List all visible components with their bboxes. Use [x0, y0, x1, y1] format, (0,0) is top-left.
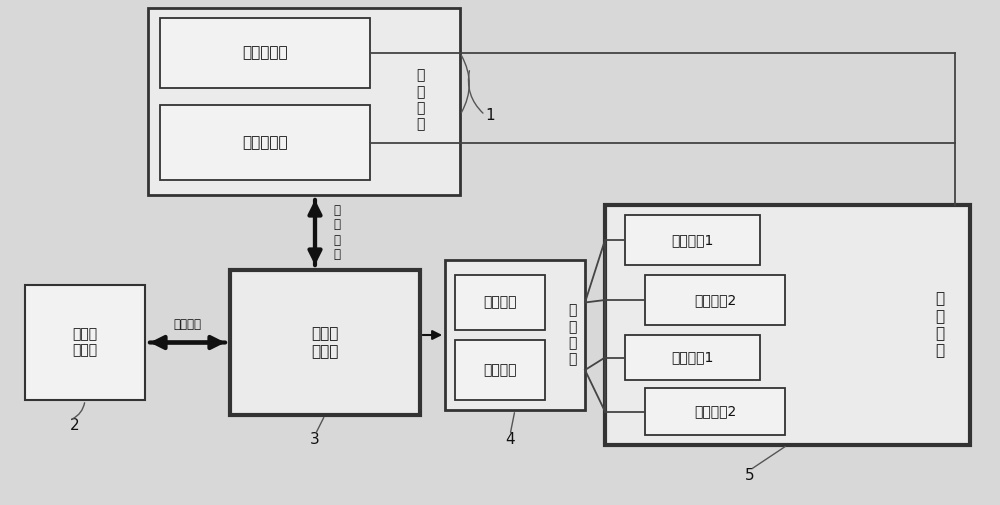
Bar	[160, 18, 370, 88]
Text: 1: 1	[485, 108, 495, 123]
Text: 通光信号2: 通光信号2	[694, 405, 736, 419]
Text: 通光信号1: 通光信号1	[671, 350, 714, 365]
Text: 供电输出1: 供电输出1	[671, 233, 714, 247]
Bar	[605, 205, 970, 445]
Bar	[625, 215, 760, 265]
Text: 计量单元一: 计量单元一	[242, 45, 288, 61]
Text: 开关驱动: 开关驱动	[483, 295, 517, 310]
Text: 串口通信: 串口通信	[174, 318, 202, 331]
Text: 通信组
网模块: 通信组 网模块	[72, 327, 98, 358]
Text: 计
量
模
块: 计 量 模 块	[416, 69, 424, 131]
Bar	[455, 275, 545, 330]
Text: 3: 3	[310, 432, 320, 447]
Bar	[455, 340, 545, 400]
Bar	[645, 275, 785, 325]
Text: 调光驱动: 调光驱动	[483, 363, 517, 377]
Text: 串
口
通
信: 串 口 通 信	[334, 204, 340, 262]
Text: 驱
动
电
路: 驱 动 电 路	[568, 304, 576, 366]
Bar	[148, 8, 460, 195]
Bar	[160, 105, 370, 180]
Bar	[645, 388, 785, 435]
Text: 4: 4	[505, 432, 515, 447]
Bar	[625, 335, 760, 380]
Text: 供电输出2: 供电输出2	[694, 293, 736, 307]
Text: 输
出
模
块: 输 出 模 块	[935, 291, 945, 359]
Bar	[230, 270, 420, 415]
Text: 中央控
制单元: 中央控 制单元	[311, 326, 339, 359]
Text: 2: 2	[70, 418, 80, 432]
Bar	[445, 260, 585, 410]
Bar	[25, 285, 145, 400]
Text: 5: 5	[745, 468, 755, 482]
Text: 计量单元二: 计量单元二	[242, 135, 288, 150]
